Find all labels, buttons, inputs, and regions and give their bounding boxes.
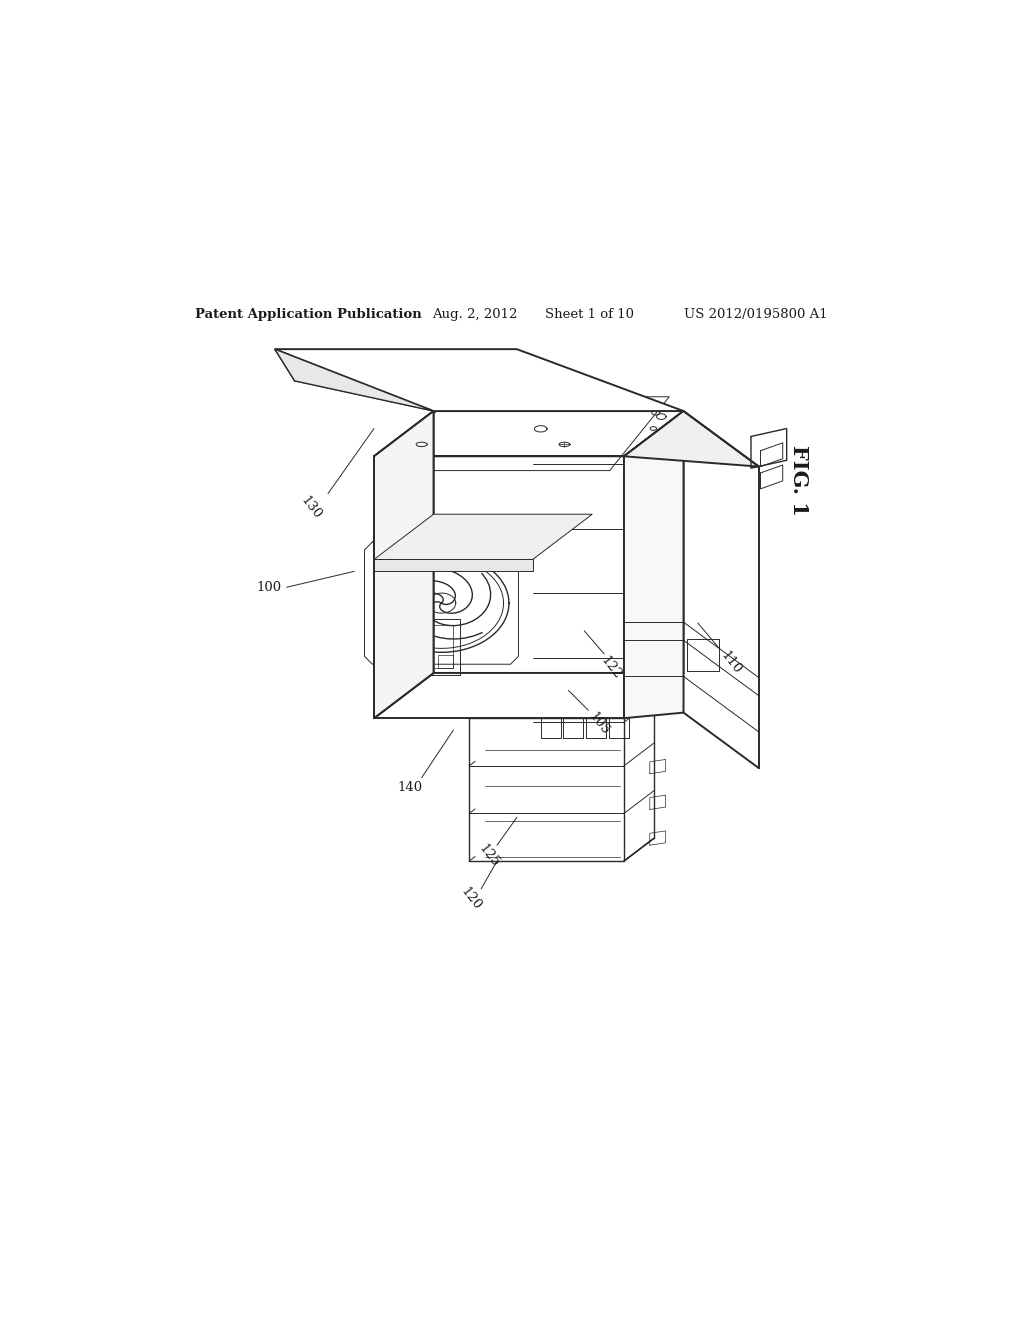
Polygon shape (650, 426, 656, 430)
Text: US 2012/0195800 A1: US 2012/0195800 A1 (684, 308, 827, 321)
Text: Sheet 1 of 10: Sheet 1 of 10 (545, 308, 634, 321)
Polygon shape (374, 411, 433, 718)
Polygon shape (374, 411, 433, 718)
Polygon shape (374, 515, 592, 560)
Polygon shape (374, 411, 684, 457)
Text: Aug. 2, 2012: Aug. 2, 2012 (432, 308, 517, 321)
Text: 130: 130 (298, 494, 324, 521)
Polygon shape (624, 411, 684, 718)
Text: Patent Application Publication: Patent Application Publication (196, 308, 422, 321)
Polygon shape (656, 413, 666, 420)
Text: 120: 120 (458, 884, 483, 912)
Text: 110: 110 (718, 648, 744, 677)
Text: 105: 105 (586, 710, 611, 738)
Text: 100: 100 (257, 581, 282, 594)
Polygon shape (274, 350, 684, 411)
Text: 125: 125 (476, 842, 502, 870)
Text: 140: 140 (397, 780, 422, 793)
Polygon shape (374, 560, 532, 572)
Polygon shape (274, 350, 433, 411)
Text: 122: 122 (598, 655, 624, 682)
Polygon shape (624, 411, 684, 718)
Polygon shape (624, 411, 759, 466)
Text: FIG. 1: FIG. 1 (788, 445, 809, 516)
Polygon shape (652, 411, 659, 414)
